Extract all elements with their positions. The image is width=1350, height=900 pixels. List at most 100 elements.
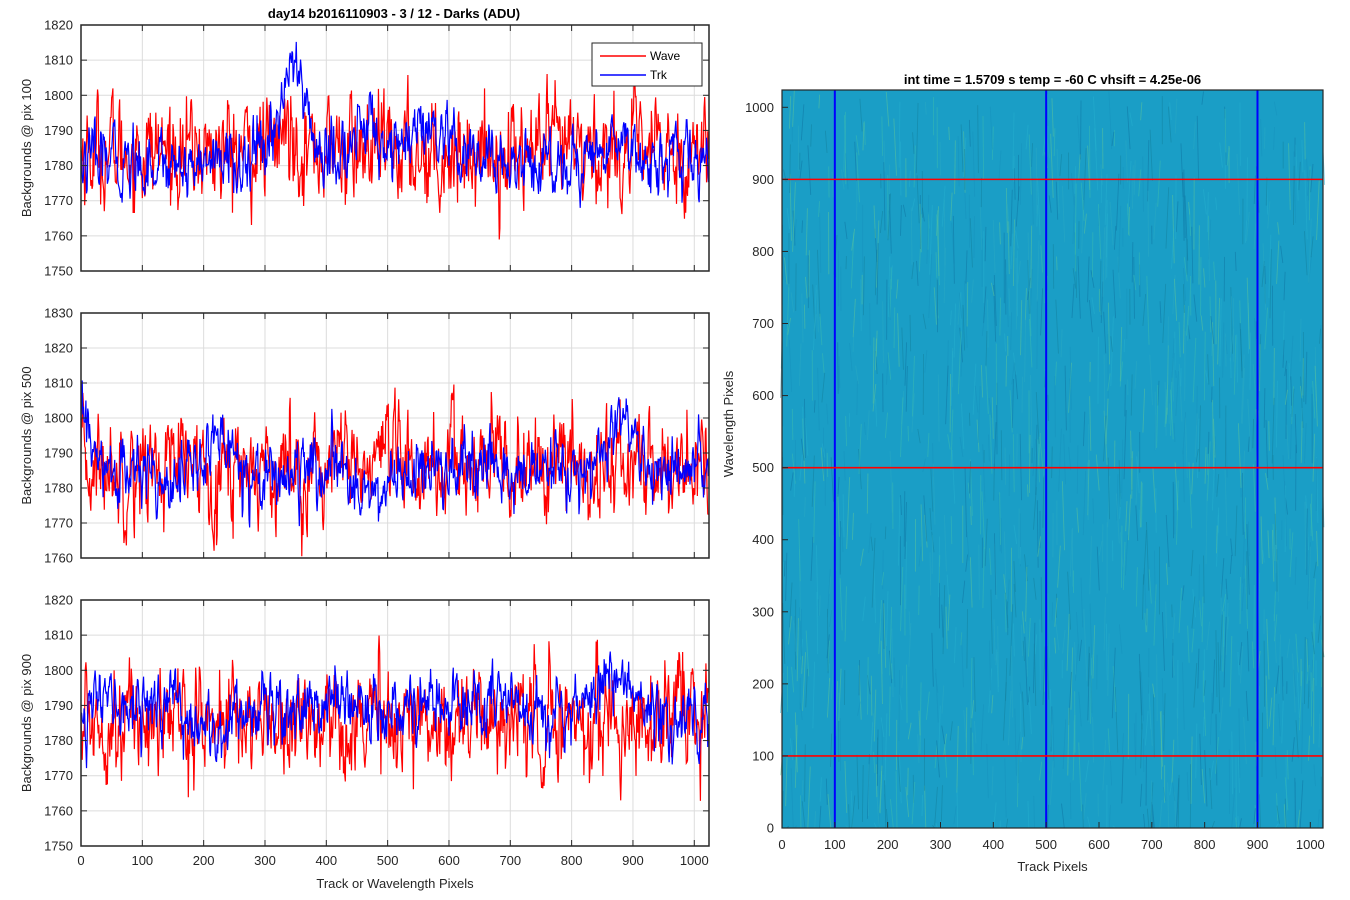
heatmap-streak	[1054, 597, 1058, 627]
heatmap-streak	[816, 289, 819, 333]
heatmap-streak	[1316, 530, 1319, 567]
heatmap-streak	[1299, 780, 1304, 829]
x-tick-label: 800	[1194, 837, 1216, 852]
heatmap-streak	[1252, 418, 1254, 449]
heatmap-streak	[907, 767, 909, 796]
heatmap-streak	[1033, 795, 1035, 829]
heatmap-streak	[1076, 507, 1080, 533]
heatmap-streak	[783, 257, 788, 285]
heatmap-streak	[990, 282, 995, 297]
heatmap-streak	[801, 293, 804, 343]
heatmap-streak	[1083, 793, 1087, 820]
heatmap-streak	[876, 243, 879, 305]
heatmap-streak	[1048, 195, 1052, 213]
heatmap-streak	[1117, 256, 1121, 299]
heatmap-streak	[1233, 335, 1237, 395]
heatmap-streak	[1159, 301, 1162, 324]
heatmap-frame	[781, 89, 1324, 829]
heatmap-streak	[1203, 268, 1206, 288]
heatmap-streak	[844, 586, 847, 642]
heatmap-streak	[829, 610, 833, 627]
heatmap-streak	[1288, 143, 1291, 210]
heatmap-streak	[821, 443, 826, 458]
heatmap-streak	[925, 691, 930, 720]
heatmap-streak	[985, 330, 988, 367]
heatmap-streak	[813, 481, 816, 543]
heatmap-streak	[785, 755, 788, 807]
heatmap-streak	[989, 414, 993, 474]
heatmap-streak	[922, 458, 926, 473]
heatmap-streak	[1143, 813, 1146, 829]
legend-label-trk: Trk	[650, 68, 668, 82]
heatmap-streak	[1156, 654, 1158, 722]
heatmap-streak	[1033, 487, 1037, 530]
heatmap-streak	[1126, 106, 1131, 150]
heatmap-streak	[1310, 493, 1313, 537]
heatmap-streak	[1015, 230, 1019, 249]
heatmap-streak	[1146, 521, 1150, 591]
legend-box	[591, 42, 703, 87]
heatmap-streak	[1284, 480, 1288, 547]
heatmap-streak	[819, 805, 822, 829]
heatmap-streak	[929, 205, 933, 275]
heatmap-streak	[922, 313, 927, 330]
heatmap-streak	[812, 661, 815, 729]
heatmap-streak	[1115, 493, 1120, 544]
heatmap-streak	[1159, 711, 1163, 767]
heatmap-streak	[1315, 457, 1318, 512]
heatmap-streak	[1266, 618, 1270, 680]
heatmap-streak	[908, 622, 912, 667]
heatmap-streak	[886, 353, 889, 385]
heatmap-streak	[950, 409, 954, 471]
heatmap-streak	[1107, 633, 1110, 697]
heatmap-streak	[1033, 643, 1037, 707]
heatmap-streak	[900, 495, 902, 516]
heatmap-streak	[830, 733, 833, 767]
heatmap-streak	[887, 352, 892, 380]
heatmap-streak	[1133, 160, 1136, 195]
heatmap-streak	[950, 516, 953, 545]
heatmap-streak	[1116, 474, 1119, 521]
heatmap-streak	[967, 482, 971, 499]
y-tick-label: 1810	[44, 53, 73, 68]
heatmap-streak	[929, 507, 932, 531]
heatmap-streak	[953, 303, 957, 358]
heatmap-streak	[1230, 328, 1235, 353]
heatmap-streak	[801, 780, 804, 796]
heatmap-streak	[1138, 169, 1142, 197]
heatmap-streak	[846, 477, 851, 549]
heatmap-streak	[1253, 222, 1257, 250]
heatmap-streak	[1173, 483, 1176, 535]
heatmap-streak	[899, 694, 903, 710]
heatmap-streak	[971, 279, 974, 303]
figure-title: day14 b2016110903 - 3 / 12 - Darks (ADU)	[268, 6, 520, 21]
heatmap-streak	[1012, 352, 1017, 375]
x-tick-label: 200	[877, 837, 899, 852]
heatmap-streak	[949, 721, 953, 741]
heatmap-streak	[1206, 441, 1211, 501]
heatmap-streak	[1004, 333, 1006, 352]
heatmap-streak	[1171, 228, 1175, 269]
heatmap-streak	[794, 439, 797, 481]
x-tick-label: 700	[499, 853, 521, 868]
heatmap-streak	[943, 514, 947, 572]
heatmap-streak	[1029, 375, 1033, 447]
heatmap-streak	[807, 766, 811, 829]
y-tick-label: 500	[752, 460, 774, 475]
heatmap-streak	[1042, 448, 1045, 478]
heatmap-streak	[801, 655, 804, 674]
x-tick-label: 0	[778, 837, 785, 852]
heatmap-streak	[1193, 121, 1196, 150]
heatmap-streak	[1140, 672, 1144, 722]
series-line-trk	[80, 41, 709, 208]
heatmap-streak	[1304, 122, 1306, 160]
heatmap-streak	[782, 602, 786, 664]
heatmap-streak	[1171, 739, 1175, 783]
y-tick-label: 1760	[44, 551, 73, 566]
heatmap-streak	[1013, 524, 1018, 544]
heatmap-streak	[1265, 177, 1268, 206]
heatmap-streak	[974, 385, 979, 413]
heatmap-streak	[1054, 637, 1057, 654]
heatmap-streak	[1135, 451, 1140, 505]
heatmap-streak	[893, 307, 896, 349]
